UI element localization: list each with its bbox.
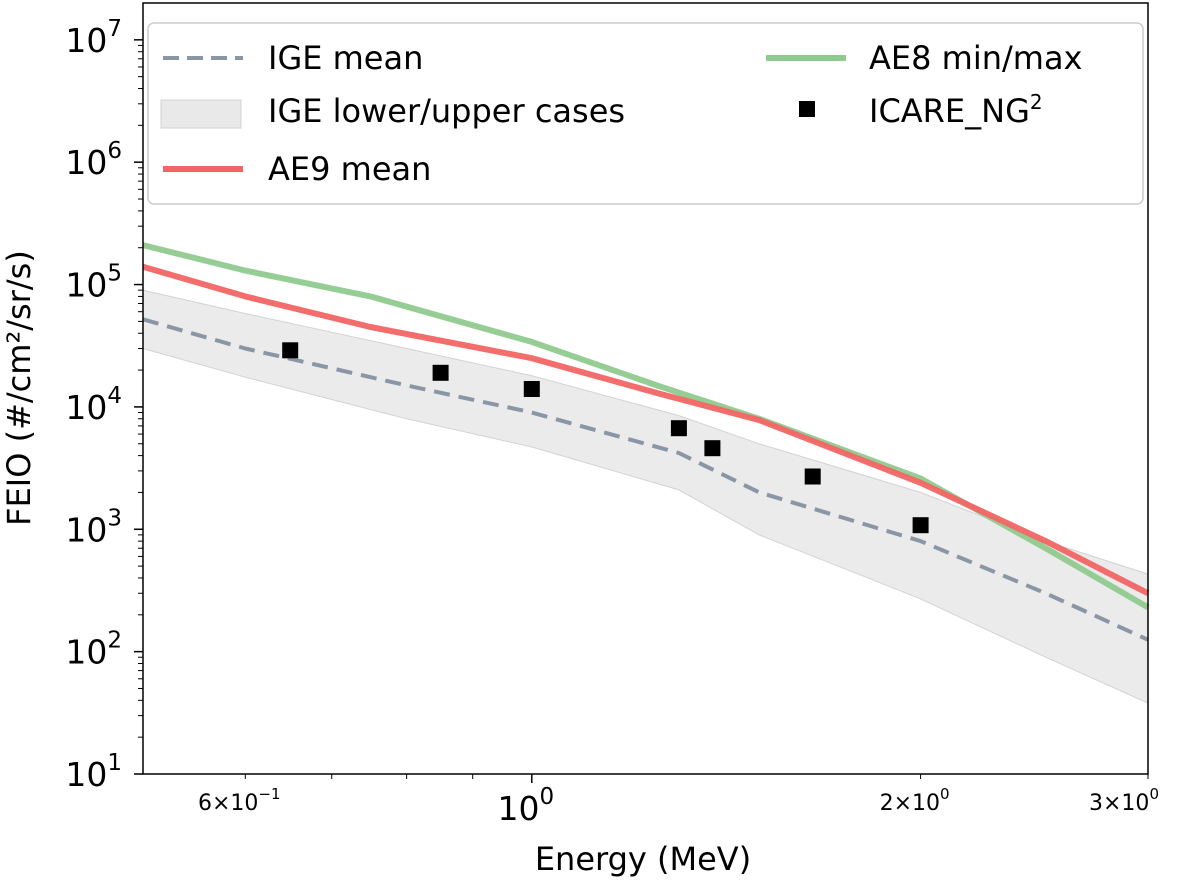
- y-axis-label: FEIO (#/cm²/sr/s): [0, 250, 38, 526]
- data-point-icare-ng: [704, 440, 721, 457]
- y-tick-label: 103: [65, 505, 122, 549]
- legend: IGE mean IGE lower/upper cases AE9 mean …: [147, 22, 1144, 205]
- x-axis: 100 6×10−1 2×100 3×100: [198, 774, 1159, 828]
- legend-label-ae8: AE8 min/max: [869, 39, 1082, 77]
- plot-area: [142, 242, 1150, 704]
- x-minor-tick-label: 6×10−1: [198, 785, 281, 816]
- y-tick-label: 101: [65, 750, 122, 794]
- plot-frame: [142, 2, 1149, 775]
- legend-frame: [147, 22, 1144, 205]
- legend-label-ige-band: IGE lower/upper cases: [268, 92, 625, 130]
- legend-label-icare: ICARE_NG2: [869, 90, 1043, 130]
- legend-swatch-ige-band: [160, 99, 242, 129]
- x-minor-tick-label: 2×100: [880, 785, 950, 816]
- legend-label-ae9-mean: AE9 mean: [268, 150, 431, 188]
- y-tick-label: 106: [65, 138, 122, 182]
- data-point-icare-ng: [282, 342, 299, 359]
- data-point-icare-ng: [432, 364, 449, 381]
- data-point-icare-ng: [804, 468, 821, 485]
- legend-swatch-icare: [799, 101, 815, 117]
- y-tick-label: 102: [65, 628, 122, 672]
- y-tick-label: 107: [65, 16, 122, 60]
- x-tick-label: 100: [497, 784, 554, 828]
- series-line-ige-mean: [142, 317, 1149, 642]
- data-point-icare-ng: [523, 381, 540, 397]
- y-tick-label: 104: [65, 383, 122, 427]
- y-tick-label: 105: [65, 261, 122, 305]
- x-axis-label: Energy (MeV): [535, 840, 751, 878]
- series-line-ae9-mean: [142, 263, 1150, 596]
- data-point-icare-ng: [670, 420, 687, 437]
- x-minor-tick-label: 3×100: [1089, 785, 1159, 816]
- y-axis: 101 102 103 104 105 106 107: [65, 16, 143, 794]
- legend-label-ige-mean: IGE mean: [268, 39, 423, 77]
- data-point-icare-ng: [912, 517, 929, 534]
